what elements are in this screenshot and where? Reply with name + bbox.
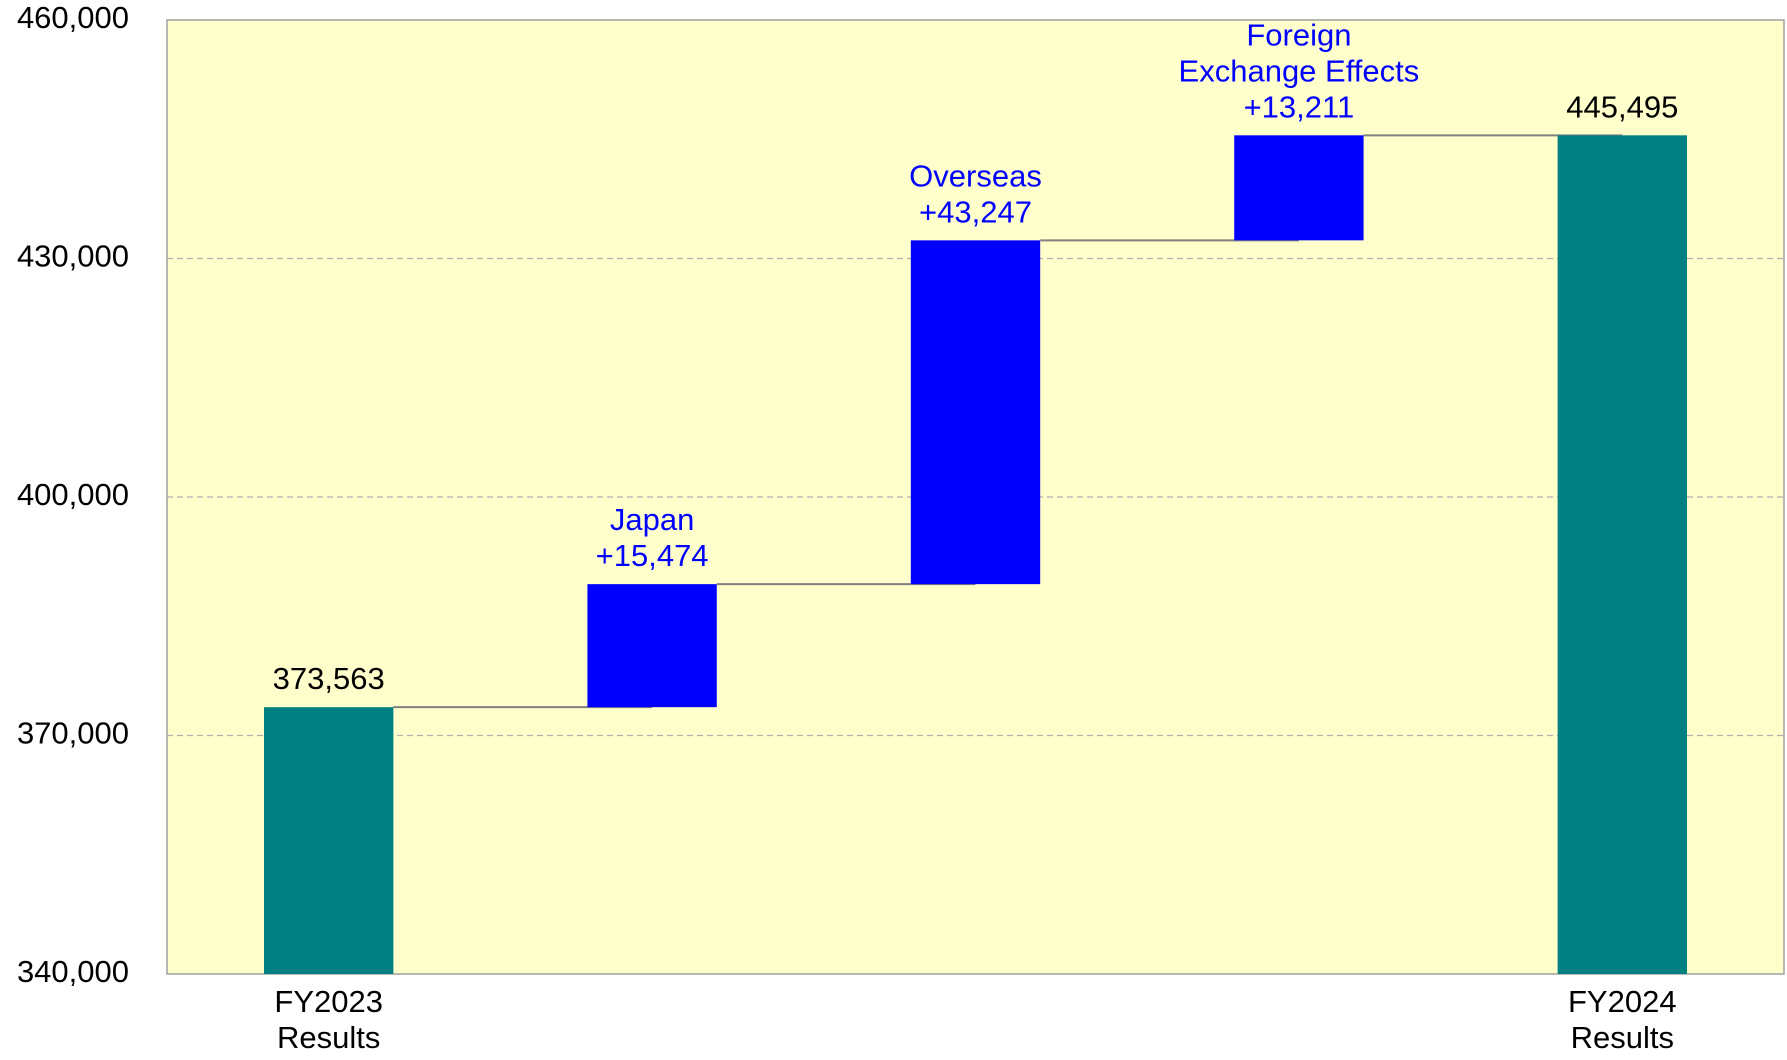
category-label: Overseas	[909, 159, 1042, 194]
y-tick-label: 370,000	[17, 716, 129, 751]
y-tick-label: 340,000	[17, 954, 129, 989]
bar	[264, 707, 394, 974]
x-tick-label: FY2023 Results	[274, 984, 383, 1055]
bar	[1234, 135, 1364, 241]
category-label: Japan	[610, 502, 694, 537]
y-tick-label: 400,000	[17, 477, 129, 512]
value-label: +13,211	[1244, 90, 1355, 125]
bar	[1557, 135, 1687, 974]
x-tick-label: FY2024 Results	[1568, 984, 1677, 1055]
value-label: +43,247	[919, 195, 1032, 230]
value-label: +15,474	[596, 538, 709, 573]
category-label: Foreign Exchange Effects	[1179, 18, 1420, 89]
bar	[587, 584, 717, 708]
value-label: 445,495	[1566, 90, 1678, 125]
y-tick-label: 460,000	[17, 0, 129, 35]
value-label: 373,563	[273, 661, 385, 696]
y-tick-label: 430,000	[17, 239, 129, 274]
bar	[910, 240, 1041, 585]
